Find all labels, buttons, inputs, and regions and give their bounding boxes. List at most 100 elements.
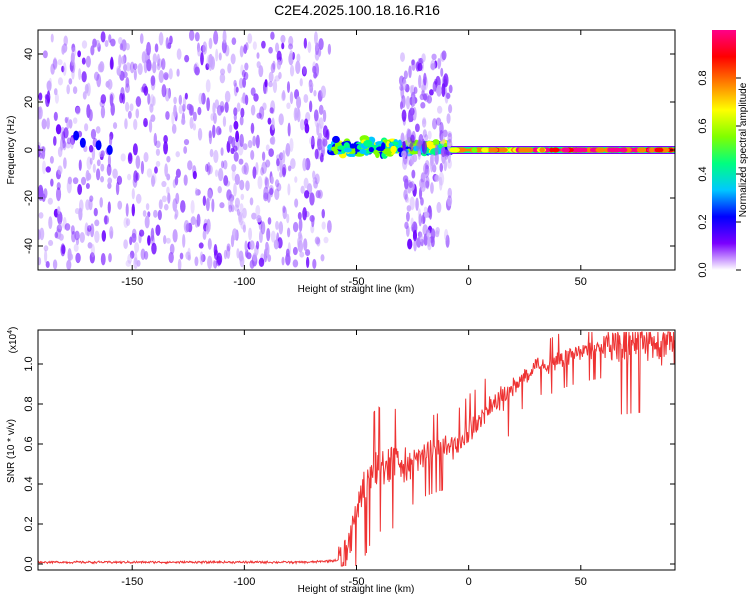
heatmap-cell (53, 135, 57, 146)
heatmap-cell (133, 68, 137, 81)
heatmap-cell (539, 147, 545, 153)
heatmap-cell (127, 110, 132, 119)
heatmap-cell (96, 73, 102, 88)
heatmap-cell (56, 182, 61, 191)
heatmap-cell (154, 166, 158, 174)
heatmap-cell (410, 223, 416, 232)
heatmap-cell (179, 252, 184, 260)
heatmap-cell (285, 248, 290, 257)
heatmap-cell (302, 207, 307, 221)
heatmap-cell (223, 249, 228, 260)
heatmap-cell (142, 210, 147, 217)
heatmap-cell (65, 141, 71, 149)
heatmap-cell (46, 117, 50, 130)
heatmap-cell (256, 112, 262, 119)
heatmap-cell (218, 52, 222, 61)
heatmap-cell (100, 252, 106, 266)
heatmap-cell (294, 107, 300, 118)
heatmap-cell (205, 223, 210, 235)
heatmap-cell (104, 215, 108, 225)
heatmap-cell (145, 203, 150, 211)
y-tick-label: 0.6 (23, 436, 35, 451)
heatmap-cell (229, 197, 234, 205)
heatmap-cell (321, 221, 326, 230)
heatmap-cell (241, 164, 247, 175)
heatmap-cell (445, 92, 451, 99)
heatmap-cell (227, 135, 233, 144)
heatmap-cell (448, 104, 453, 114)
heatmap-cell (227, 63, 232, 74)
heatmap-cell (48, 216, 53, 230)
heatmap-cell (233, 145, 238, 152)
heatmap-cell (290, 158, 296, 170)
heatmap-cell (405, 95, 411, 110)
y-tick-label: 0.2 (23, 516, 35, 531)
heatmap-cell (287, 183, 291, 196)
heatmap-cell (140, 160, 145, 175)
chart-title: C2E4.2025.100.18.16.R16 (274, 2, 440, 18)
heatmap-cell (303, 238, 308, 251)
heatmap-cell (327, 43, 332, 55)
heatmap-cell (95, 126, 101, 134)
heatmap-cell (131, 228, 137, 239)
heatmap-cell (262, 102, 267, 111)
heatmap-cell (422, 129, 427, 138)
heatmap-cell (286, 102, 291, 110)
heatmap-cell (226, 245, 231, 259)
heatmap-cell (95, 140, 102, 151)
heatmap-cell (269, 107, 274, 114)
heatmap-cell (409, 85, 414, 95)
heatmap-y-ticks: -40 -20 0 20 40 (23, 48, 675, 254)
heatmap-cell (70, 225, 75, 235)
heatmap-cell (418, 213, 422, 227)
heatmap-cell (261, 151, 266, 162)
heatmap-cell (46, 81, 51, 89)
heatmap-cell (242, 224, 246, 233)
heatmap-cell (281, 166, 286, 178)
heatmap-cell (273, 239, 279, 250)
heatmap-cell (135, 96, 142, 108)
heatmap-cell (431, 53, 437, 61)
heatmap-cell (296, 96, 302, 109)
heatmap-cell (194, 32, 200, 42)
heatmap-cell (274, 188, 280, 201)
heatmap-cell (78, 68, 82, 81)
heatmap-cell (226, 243, 231, 252)
heatmap-cell (430, 182, 434, 194)
heatmap-cell (93, 71, 100, 81)
heatmap-cell (429, 89, 434, 96)
heatmap-cell (188, 30, 195, 41)
heatmap-cell (419, 231, 423, 243)
x-tick-label: 50 (575, 576, 587, 588)
heatmap-cell (439, 176, 443, 191)
x-tick-label: 50 (575, 276, 587, 288)
heatmap-cell (180, 200, 186, 213)
heatmap-cell (154, 43, 159, 53)
heatmap-cell (89, 157, 93, 165)
heatmap-cell (406, 211, 410, 222)
heatmap-cell (316, 237, 321, 247)
heatmap-cell (85, 199, 90, 211)
heatmap-cell (441, 83, 446, 98)
heatmap-cell (96, 159, 101, 167)
heatmap-cell (276, 50, 282, 63)
heatmap-cell (152, 96, 156, 106)
heatmap-cell (287, 165, 292, 172)
heatmap-cell (438, 171, 445, 186)
heatmap-cell (430, 154, 435, 165)
heatmap-cell (242, 143, 248, 151)
heatmap-cell (265, 159, 271, 168)
heatmap-cell (249, 240, 255, 250)
heatmap-cell (81, 40, 88, 49)
heatmap-cell (125, 203, 129, 217)
heatmap-cell (249, 197, 254, 206)
heatmap-cell (168, 251, 174, 264)
heatmap-cell (408, 181, 414, 189)
heatmap-cell (169, 35, 173, 45)
heatmap-cell (434, 144, 439, 156)
heatmap-cell (100, 163, 105, 172)
heatmap-cell (58, 222, 64, 230)
heatmap-cell (239, 45, 244, 58)
heatmap-cell (182, 96, 187, 110)
heatmap-cell (89, 252, 95, 264)
